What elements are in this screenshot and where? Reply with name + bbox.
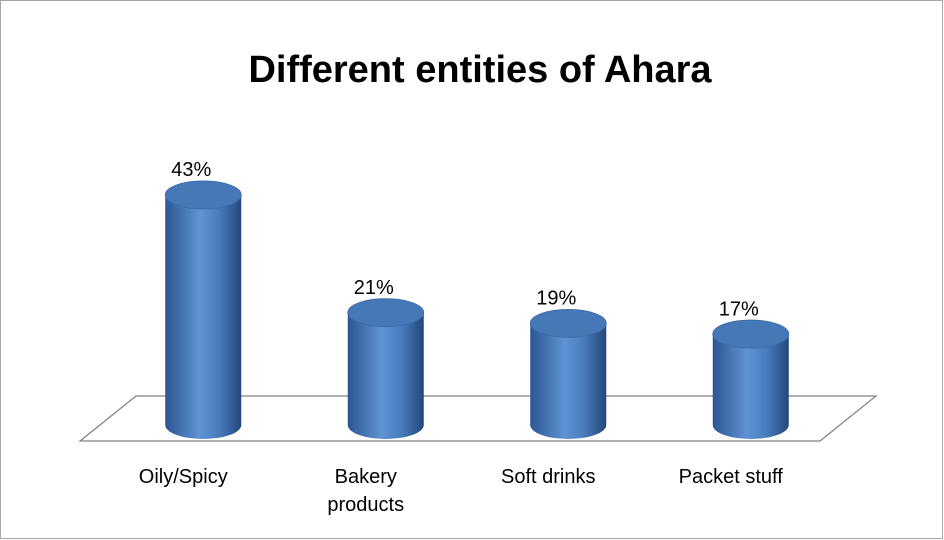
- bar-top: [164, 180, 242, 210]
- bar: [530, 323, 607, 439]
- bar: [347, 312, 424, 439]
- x-tick-label: Bakery products: [327, 466, 405, 516]
- bar-top: [347, 298, 425, 328]
- bar-top: [712, 319, 790, 349]
- value-label: 19%: [536, 288, 576, 310]
- bar: [712, 334, 789, 439]
- floor: [78, 395, 878, 442]
- chart-title: Different entities of Ahara: [248, 49, 712, 91]
- value-label: 43%: [171, 159, 211, 181]
- bar: [165, 194, 242, 439]
- bar-top: [529, 308, 607, 338]
- x-tick-label: Oily/Spicy: [138, 466, 228, 488]
- value-label: 17%: [719, 298, 759, 320]
- value-label: 21%: [354, 277, 394, 299]
- x-tick-label: Packet stuff: [678, 466, 783, 488]
- x-tick-label: Soft drinks: [501, 466, 596, 488]
